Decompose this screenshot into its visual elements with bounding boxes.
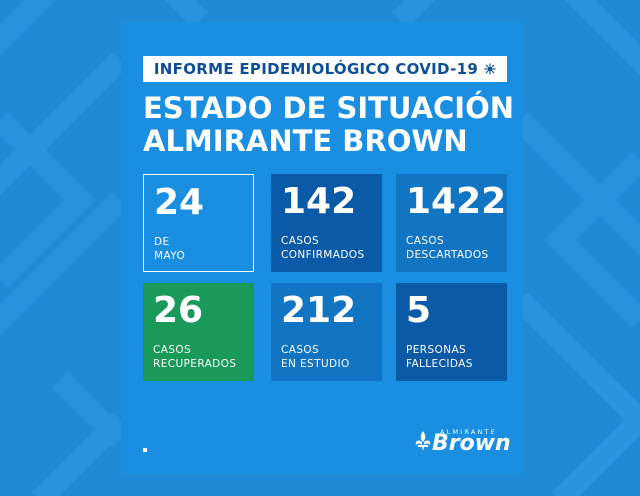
- card-confirmed-cases: 142 CASOS CONFIRMADOS: [271, 174, 382, 272]
- card-date: 24 DE MAYO: [143, 174, 254, 272]
- card-label-line-1: CASOS: [406, 235, 445, 247]
- card-number: 142: [281, 181, 357, 222]
- card-number: 24: [154, 182, 205, 223]
- card-number: 5: [406, 290, 432, 331]
- card-number: 1422: [406, 181, 507, 222]
- banner-text: INFORME EPIDEMIOLÓGICO COVID-19: [153, 60, 479, 78]
- card-label-line-2: CONFIRMADOS: [281, 249, 365, 261]
- card-label-line-2: EN ESTUDIO: [281, 358, 350, 370]
- logo-subtext: ALMIRANTE: [440, 428, 498, 436]
- card-label-line-1: PERSONAS: [406, 344, 467, 356]
- virus-icon: [484, 63, 496, 75]
- card-cases-under-study: 212 CASOS EN ESTUDIO: [271, 283, 382, 381]
- card-number: 26: [153, 290, 204, 331]
- almirante-brown-logo: ALMIRANTE Brown: [414, 428, 511, 456]
- report-banner: INFORME EPIDEMIOLÓGICO COVID-19: [143, 56, 507, 82]
- decorative-dot: [143, 448, 147, 452]
- page-title: ESTADO DE SITUACIÓN ALMIRANTE BROWN: [143, 92, 523, 158]
- title-line-1: ESTADO DE SITUACIÓN: [143, 91, 515, 125]
- card-label: CASOS CONFIRMADOS: [281, 234, 365, 262]
- fleur-de-lis-icon: [415, 431, 431, 451]
- card-label-line-2: MAYO: [154, 250, 186, 262]
- title-line-2: ALMIRANTE BROWN: [143, 124, 468, 158]
- card-discarded-cases: 1422 CASOS DESCARTADOS: [396, 174, 507, 272]
- card-label-line-1: DE: [154, 236, 170, 248]
- card-label-line-1: CASOS: [281, 344, 320, 356]
- card-label: CASOS DESCARTADOS: [406, 234, 489, 262]
- card-label: DE MAYO: [154, 235, 185, 263]
- logo-wordmark: Brown: [432, 431, 511, 456]
- card-label-line-1: CASOS: [153, 344, 192, 356]
- card-label: CASOS EN ESTUDIO: [281, 343, 350, 371]
- card-label-line-2: FALLECIDAS: [406, 358, 473, 370]
- card-label: PERSONAS FALLECIDAS: [406, 343, 473, 371]
- card-deceased: 5 PERSONAS FALLECIDAS: [396, 283, 507, 381]
- card-recovered-cases: 26 CASOS RECUPERADOS: [143, 283, 254, 381]
- card-label-line-1: CASOS: [281, 235, 320, 247]
- card-number: 212: [281, 290, 357, 331]
- card-label-line-2: DESCARTADOS: [406, 249, 489, 261]
- card-label-line-2: RECUPERADOS: [153, 358, 237, 370]
- card-label: CASOS RECUPERADOS: [153, 343, 236, 371]
